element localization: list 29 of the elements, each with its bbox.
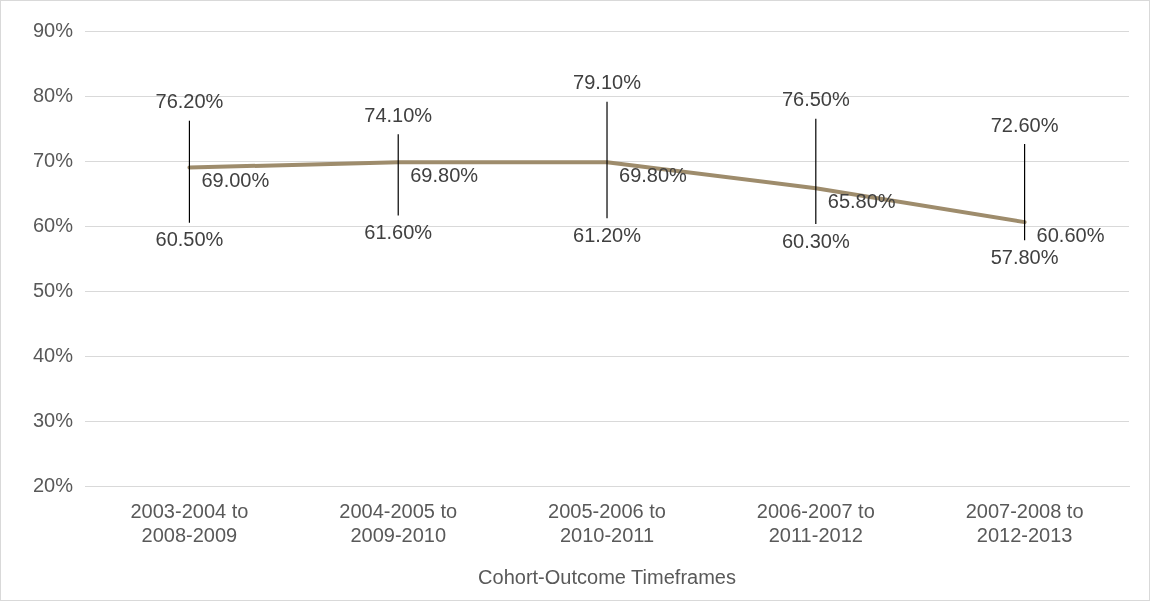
y-tick-label: 30% xyxy=(33,408,74,431)
annotation: 76.20% xyxy=(155,90,224,113)
data-label: 69.00% xyxy=(201,169,270,192)
annotation: 60.50% xyxy=(155,228,224,251)
data-label: 69.80% xyxy=(619,163,688,186)
y-tick-label: 50% xyxy=(33,278,74,301)
annotation: 57.80% xyxy=(990,245,1059,268)
y-tick-label: 60% xyxy=(33,213,74,236)
annotation: 74.10% xyxy=(364,103,433,126)
annotation: 76.50% xyxy=(781,88,850,111)
y-tick-label: 20% xyxy=(33,473,74,496)
x-tick-label: 2004-2005 to 2009-2010 xyxy=(339,499,458,546)
y-tick-label: 90% xyxy=(33,18,74,41)
y-tick-label: 80% xyxy=(33,83,74,106)
annotation: 79.10% xyxy=(573,71,642,94)
annotation: 60.30% xyxy=(781,229,850,252)
x-tick-label: 2003-2004 to 2008-2009 xyxy=(130,499,249,546)
annotation: 61.20% xyxy=(573,223,642,246)
y-tick-label: 40% xyxy=(33,343,74,366)
annotation: 61.60% xyxy=(364,221,433,244)
y-tick-label: 70% xyxy=(33,148,74,171)
annotation: 72.60% xyxy=(990,113,1059,136)
x-tick-label: 2005-2006 to 2010-2011 xyxy=(548,499,666,546)
data-label: 60.60% xyxy=(1036,223,1105,246)
x-tick-label: 2007-2008 to 2012-2013 xyxy=(965,499,1084,546)
data-label: 69.80% xyxy=(410,163,479,186)
x-axis-title: Cohort-Outcome Timeframes xyxy=(478,565,736,588)
data-label: 65.80% xyxy=(827,189,896,212)
x-tick-label: 2006-2007 to 2011-2012 xyxy=(756,499,875,546)
